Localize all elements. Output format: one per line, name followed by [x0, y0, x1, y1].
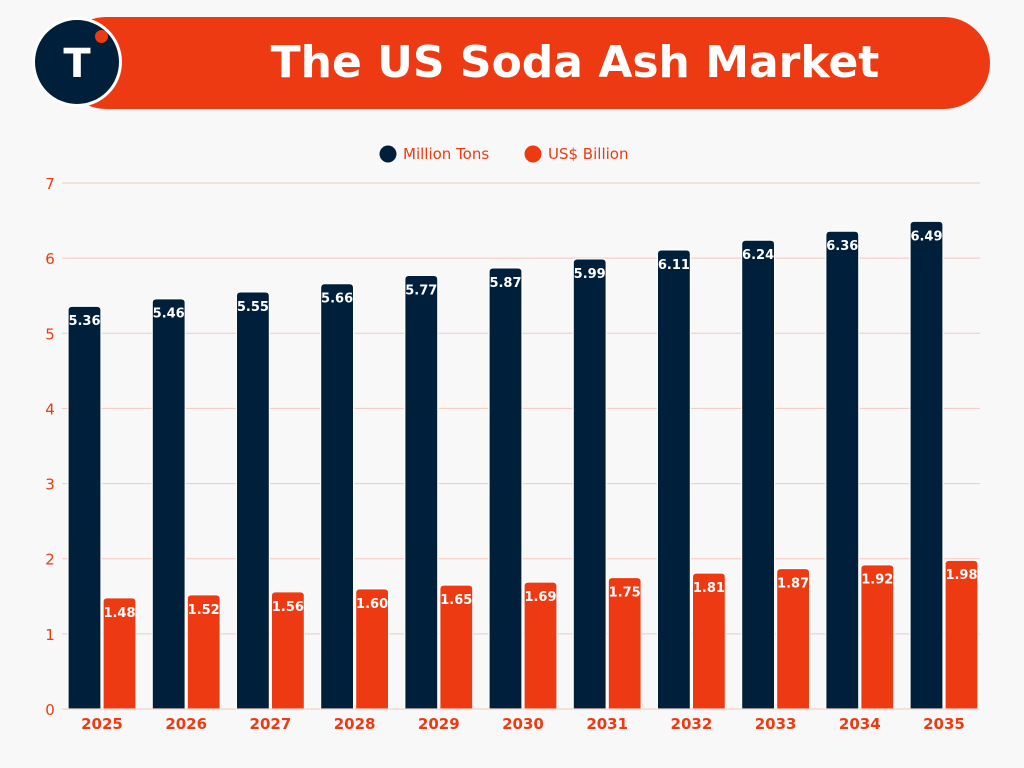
- logo-dot-icon: [95, 30, 108, 43]
- x-tick-label: 2028: [334, 715, 376, 733]
- data-label: 5.36: [68, 314, 100, 329]
- data-label: 1.98: [945, 568, 977, 583]
- bar: [355, 588, 390, 710]
- bar: [488, 267, 523, 710]
- y-tick-label: 7: [45, 175, 55, 193]
- legend-marker: [379, 145, 397, 163]
- data-label: 1.92: [861, 573, 893, 588]
- x-tick-label: 2032: [671, 715, 713, 733]
- data-label: 1.52: [188, 603, 220, 618]
- data-label: 5.77: [405, 283, 437, 298]
- legend-label: US$ Billion: [548, 145, 628, 163]
- bar: [656, 249, 691, 710]
- x-tick-label: 2030: [502, 715, 544, 733]
- data-label: 6.24: [742, 248, 774, 263]
- data-label: 6.11: [658, 258, 690, 273]
- y-tick-label: 6: [45, 250, 55, 268]
- x-tick-label: 2027: [250, 715, 292, 733]
- bar: [572, 258, 607, 710]
- data-label: 1.87: [777, 576, 809, 591]
- data-label: 1.75: [609, 586, 641, 601]
- data-label: 1.48: [103, 606, 135, 621]
- bar: [151, 298, 186, 710]
- y-tick-label: 1: [45, 626, 55, 644]
- data-label: 5.66: [321, 292, 353, 307]
- bar: [235, 291, 270, 710]
- data-label: 1.65: [440, 593, 472, 608]
- title-banner: The US Soda Ash Market: [60, 17, 990, 109]
- bar: [102, 597, 137, 710]
- data-label: 5.55: [237, 300, 269, 315]
- y-tick-label: 0: [45, 701, 55, 719]
- data-label: 5.99: [574, 267, 606, 282]
- data-label: 5.87: [489, 276, 521, 291]
- data-label: 1.60: [356, 597, 388, 612]
- x-tick-label: 2033: [755, 715, 797, 733]
- y-tick-label: 2: [45, 551, 55, 569]
- x-tick-label: 2026: [165, 715, 207, 733]
- logo-letter: T: [63, 41, 91, 87]
- bar: [909, 220, 944, 710]
- data-label: 1.81: [693, 581, 725, 596]
- x-tick-label: 2034: [839, 715, 881, 733]
- bar: [741, 239, 776, 710]
- bar: [439, 584, 474, 710]
- bar: [776, 567, 811, 710]
- data-label: 1.69: [524, 590, 556, 605]
- data-label: 1.56: [272, 600, 304, 615]
- bar: [607, 576, 642, 710]
- data-label: 6.36: [826, 239, 858, 254]
- x-tick-label: 2035: [923, 715, 965, 733]
- bar: [825, 230, 860, 710]
- bar: [67, 305, 102, 710]
- legend-marker: [524, 145, 542, 163]
- brand-logo: T: [32, 17, 122, 107]
- bar: [320, 283, 355, 710]
- bar: [860, 564, 895, 710]
- x-tick-label: 2031: [586, 715, 628, 733]
- data-label: 6.49: [910, 229, 942, 244]
- y-tick-label: 5: [45, 325, 55, 343]
- y-tick-label: 3: [45, 476, 55, 494]
- chart-title: The US Soda Ash Market: [270, 37, 880, 88]
- x-tick-label: 2029: [418, 715, 460, 733]
- data-label: 5.46: [153, 307, 185, 322]
- bar: [404, 274, 439, 710]
- bar: [270, 591, 305, 710]
- x-tick-label: 2025: [81, 715, 123, 733]
- bar: [691, 572, 726, 710]
- legend-label: Million Tons: [403, 145, 489, 163]
- bar: [186, 594, 221, 710]
- y-tick-label: 4: [45, 400, 55, 418]
- bar: [944, 559, 979, 710]
- bar: [523, 581, 558, 710]
